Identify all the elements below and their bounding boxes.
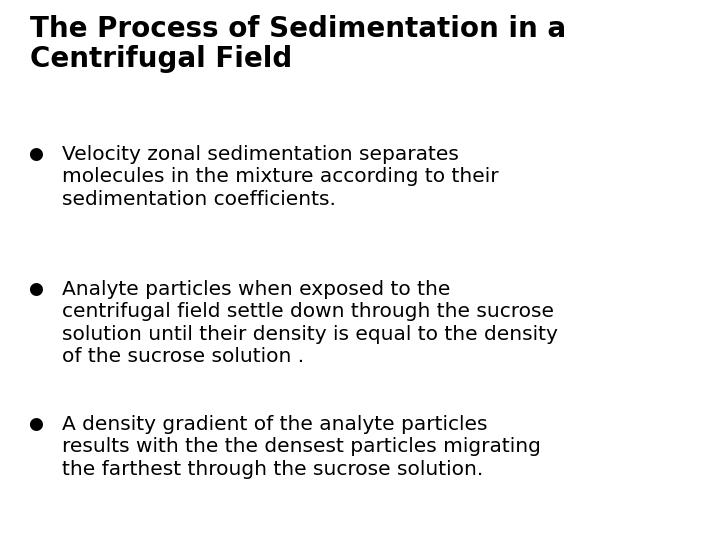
Text: results with the the densest particles migrating: results with the the densest particles m… bbox=[62, 437, 541, 456]
Text: molecules in the mixture according to their: molecules in the mixture according to th… bbox=[62, 167, 499, 186]
Text: solution until their density is equal to the density: solution until their density is equal to… bbox=[62, 325, 558, 344]
Text: Velocity zonal sedimentation separates: Velocity zonal sedimentation separates bbox=[62, 145, 459, 164]
Text: ●: ● bbox=[28, 415, 43, 433]
Text: centrifugal field settle down through the sucrose: centrifugal field settle down through th… bbox=[62, 302, 554, 321]
Text: the farthest through the sucrose solution.: the farthest through the sucrose solutio… bbox=[62, 460, 483, 479]
Text: ●: ● bbox=[28, 145, 43, 163]
Text: Centrifugal Field: Centrifugal Field bbox=[30, 45, 292, 73]
Text: Analyte particles when exposed to the: Analyte particles when exposed to the bbox=[62, 280, 451, 299]
Text: A density gradient of the analyte particles: A density gradient of the analyte partic… bbox=[62, 415, 487, 434]
Text: sedimentation coefficients.: sedimentation coefficients. bbox=[62, 190, 336, 209]
Text: ●: ● bbox=[28, 280, 43, 298]
Text: The Process of Sedimentation in a: The Process of Sedimentation in a bbox=[30, 15, 566, 43]
Text: of the sucrose solution .: of the sucrose solution . bbox=[62, 347, 304, 367]
